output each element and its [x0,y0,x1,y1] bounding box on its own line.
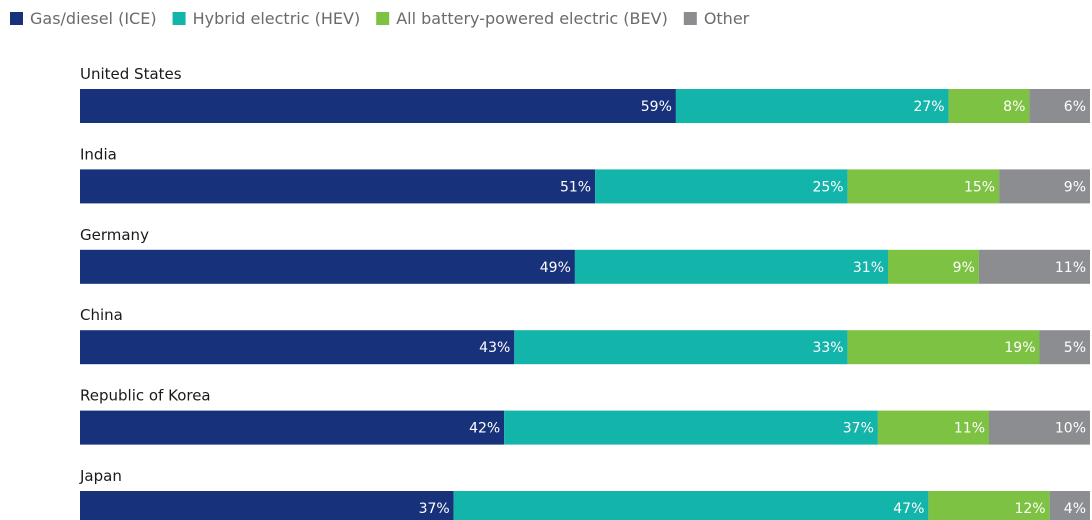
value-label: 43% [479,340,510,356]
bar-segment-other [989,410,1090,445]
bar-segment-all-battery-powered-electric-bev [888,249,979,284]
bar-segment-all-battery-powered-electric-bev [847,330,1040,365]
category-label: Japan [79,467,122,485]
bar-segment-other [999,169,1090,204]
legend-label: All battery-powered electric (BEV) [396,9,668,28]
value-label: 4% [1064,501,1086,517]
value-label: 5% [1064,340,1086,356]
value-label: 11% [1055,260,1086,276]
bar-segment-gas-diesel-ice [80,89,676,123]
value-label: 19% [1004,340,1035,356]
legend-swatch [683,12,697,25]
legend-item-all-battery-powered-electric-bev: All battery-powered electric (BEV) [376,9,668,28]
bar-segment-hybrid-electric-hev [453,491,929,520]
value-label: 27% [913,99,944,115]
legend-item-gas-diesel-ice: Gas/diesel (ICE) [10,9,157,28]
bar-segment-hybrid-electric-hev [595,169,848,204]
bar-segment-gas-diesel-ice [80,491,454,520]
bar-segment-all-battery-powered-electric-bev [928,491,1050,520]
legend-swatch [376,12,390,25]
category-label: United States [80,65,182,83]
bar-row-republic-of-korea: Republic of Korea 42% 37% 11% 10% [80,387,1090,445]
legend-swatch [172,12,186,25]
bar-segment-all-battery-powered-electric-bev [877,410,989,445]
bar-row-japan: Japan 37% 47% 12% 4% [79,467,1090,520]
bar-segment-other [1049,491,1090,520]
value-label: 51% [560,179,591,195]
bar-segment-hybrid-electric-hev [574,249,888,284]
value-label: 9% [1064,179,1086,195]
category-label: Germany [80,226,149,244]
value-label: 31% [853,260,884,276]
value-label: 8% [1003,99,1025,115]
legend-label: Other [704,9,750,28]
legend-label: Hybrid electric (HEV) [193,9,361,28]
bar-row-china: China 43% 33% 19% 5% [80,306,1090,365]
bar-segment-other [978,249,1090,284]
bar-segment-all-battery-powered-electric-bev [847,169,1000,204]
value-label: 37% [843,421,874,437]
value-label: 12% [1014,501,1045,517]
value-label: 25% [812,179,843,195]
value-label: 33% [812,340,843,356]
legend-item-hybrid-electric-hev: Hybrid electric (HEV) [172,9,361,28]
legend-swatch [10,12,23,25]
bar-segment-other [1039,330,1090,365]
bar-segment-hybrid-electric-hev [514,330,848,365]
value-label: 47% [893,501,924,517]
value-label: 6% [1064,99,1086,115]
value-label: 10% [1055,421,1086,437]
bar-segment-gas-diesel-ice [80,330,515,365]
bar-segment-gas-diesel-ice [80,169,596,204]
bar-row-united-states: United States 59% 27% 8% 6% [80,65,1090,123]
bar-row-india: India 51% 25% 15% 9% [80,145,1090,204]
bar-segment-hybrid-electric-hev [504,410,878,445]
bar-segment-gas-diesel-ice [80,249,575,284]
bar-segment-hybrid-electric-hev [675,89,949,123]
value-label: 15% [964,179,995,195]
value-label: 49% [540,260,571,276]
category-label: Republic of Korea [80,387,211,405]
category-label: China [80,306,123,324]
value-label: 59% [641,99,672,115]
bar-segment-all-battery-powered-electric-bev [948,89,1030,123]
bar-segment-gas-diesel-ice [80,410,505,445]
value-label: 42% [469,421,500,437]
value-label: 37% [419,501,450,517]
bar-segment-other [1029,89,1090,123]
legend: Gas/diesel (ICE) Hybrid electric (HEV) All… [10,9,750,28]
value-label: 11% [954,421,985,437]
category-label: India [80,145,117,163]
legend-label: Gas/diesel (ICE) [30,9,157,28]
value-label: 9% [953,260,975,276]
bar-row-germany: Germany 49% 31% 9% 11% [80,226,1090,284]
legend-item-other: Other [683,9,750,28]
